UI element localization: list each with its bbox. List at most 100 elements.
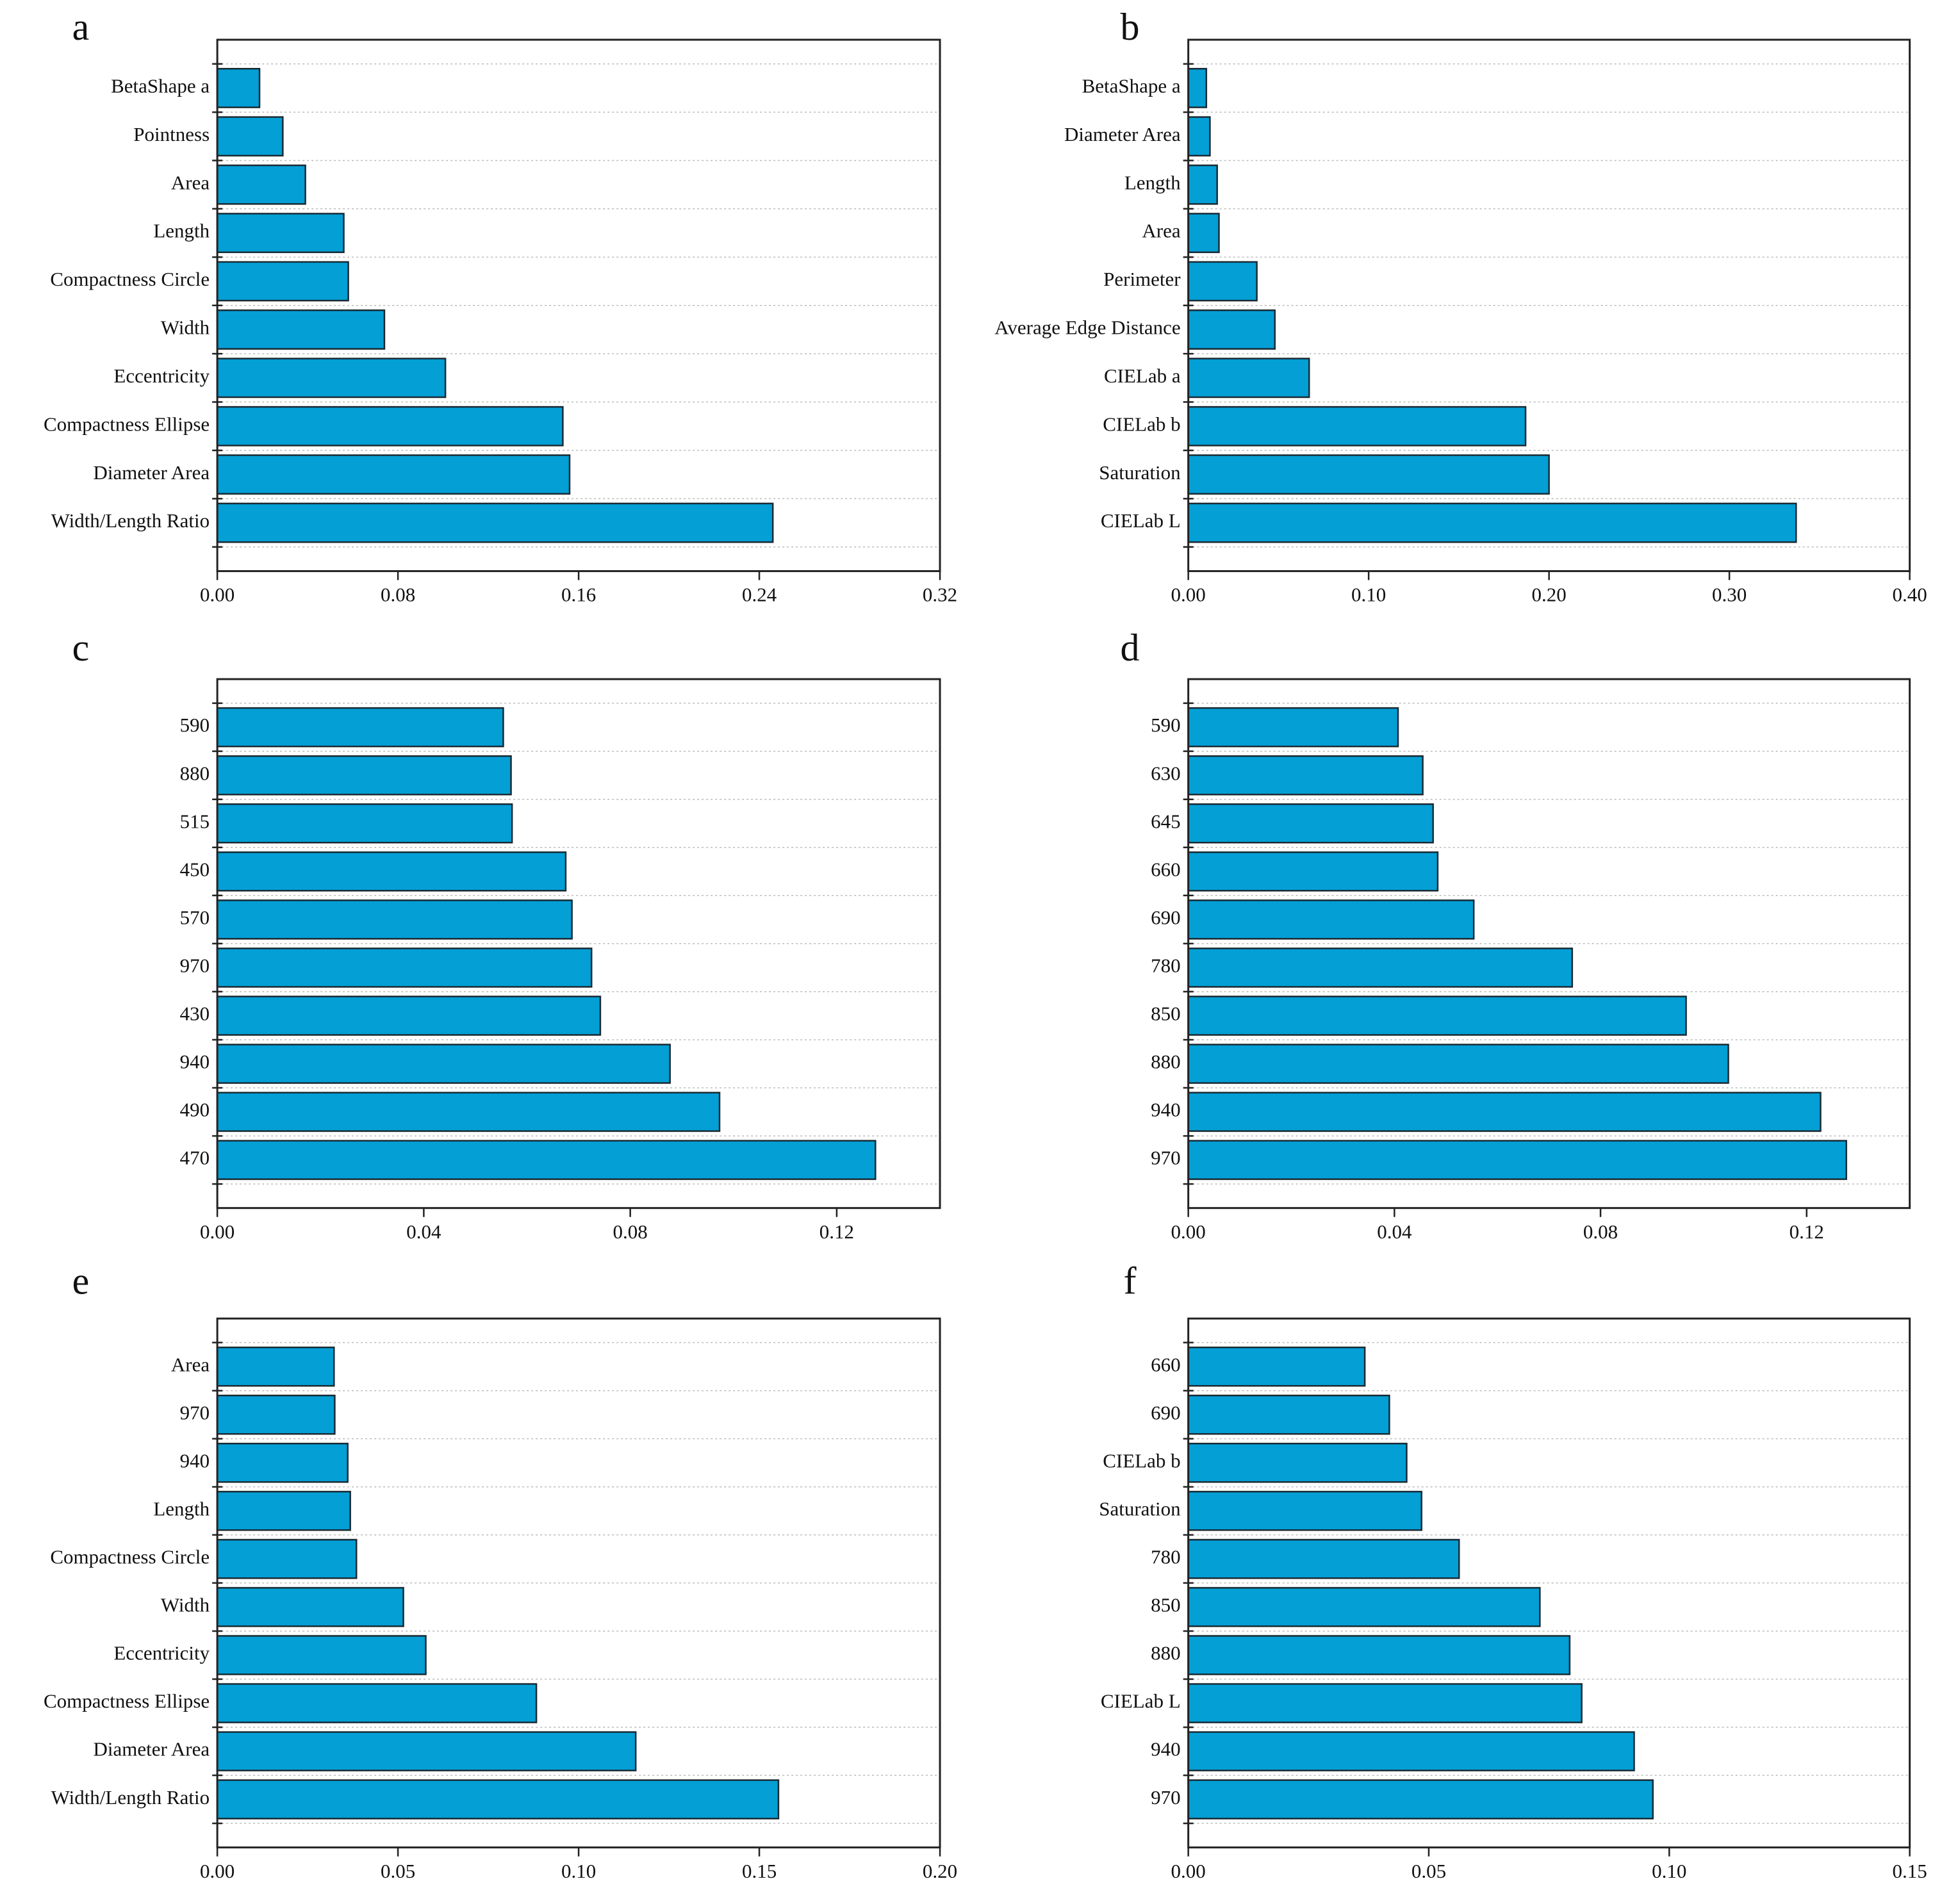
y-tick-label: BetaShape a bbox=[111, 75, 210, 97]
y-tick-label: 450 bbox=[180, 858, 210, 880]
bar bbox=[1187, 309, 1276, 350]
bar bbox=[216, 1044, 671, 1084]
bar bbox=[216, 1346, 335, 1387]
y-tick-label: Width/Length Ratio bbox=[51, 509, 210, 532]
x-tick-label: 0.08 bbox=[1583, 1220, 1618, 1243]
bar bbox=[216, 1092, 721, 1132]
x-tick-label: 0.00 bbox=[1171, 1220, 1206, 1243]
x-tick-label: 0.08 bbox=[613, 1220, 648, 1243]
y-tick-label: Average Edge Distance bbox=[994, 316, 1180, 339]
x-tick-label: 0.12 bbox=[819, 1220, 854, 1243]
bar bbox=[1187, 1092, 1822, 1132]
plot-frame bbox=[1187, 1317, 1911, 1849]
x-tick-label: 0.24 bbox=[742, 584, 777, 606]
bar bbox=[216, 261, 349, 302]
bar bbox=[1187, 116, 1211, 157]
y-tick-label: Area bbox=[171, 1353, 210, 1375]
panel-letter: d bbox=[1121, 627, 1140, 669]
y-tick-label: CIELab b bbox=[1103, 1449, 1180, 1472]
y-tick-label: Perimeter bbox=[1103, 268, 1181, 290]
y-tick-label: 880 bbox=[180, 762, 210, 784]
y-tick-label: Diameter Area bbox=[94, 461, 210, 484]
bar bbox=[1187, 357, 1310, 398]
bar bbox=[1187, 1683, 1583, 1723]
bar bbox=[1187, 213, 1220, 254]
bar bbox=[1187, 1587, 1541, 1627]
y-tick-label: 940 bbox=[180, 1051, 210, 1073]
bar bbox=[216, 68, 261, 108]
bar bbox=[216, 707, 504, 748]
bar bbox=[1187, 707, 1399, 748]
bar bbox=[216, 996, 602, 1036]
y-tick-label: 970 bbox=[180, 955, 210, 977]
panel-letter: b bbox=[1121, 6, 1140, 48]
x-tick-label: 0.10 bbox=[1351, 584, 1386, 606]
y-tick-label: 940 bbox=[1151, 1738, 1181, 1760]
x-tick-label: 0.00 bbox=[200, 1220, 235, 1243]
bar bbox=[1187, 164, 1218, 205]
bar bbox=[216, 1140, 876, 1180]
x-tick-label: 0.00 bbox=[200, 1860, 235, 1882]
y-tick-label: Compactness Ellipse bbox=[44, 413, 210, 435]
y-tick-label: Length bbox=[153, 1497, 210, 1520]
x-tick-label: 0.04 bbox=[406, 1220, 441, 1243]
y-tick-label: CIELab L bbox=[1101, 1690, 1181, 1712]
y-tick-label: 690 bbox=[1151, 906, 1181, 928]
plot-frame bbox=[1187, 678, 1911, 1210]
x-tick-label: 0.00 bbox=[1171, 584, 1206, 606]
y-tick-label: Width bbox=[161, 1594, 210, 1616]
plot-frame bbox=[216, 38, 941, 572]
bar bbox=[216, 116, 284, 157]
bar bbox=[1187, 261, 1258, 302]
bar bbox=[1187, 1346, 1366, 1387]
bar bbox=[1187, 1140, 1847, 1180]
y-tick-label: BetaShape a bbox=[1082, 75, 1181, 97]
y-tick-label: Compactness Circle bbox=[50, 1546, 210, 1568]
bar bbox=[1187, 803, 1434, 844]
y-tick-label: 780 bbox=[1151, 955, 1181, 977]
plot-frame bbox=[1187, 38, 1911, 572]
y-tick-label: 940 bbox=[1151, 1099, 1181, 1121]
y-tick-label: 430 bbox=[180, 1003, 210, 1025]
bar bbox=[216, 899, 573, 940]
bar bbox=[216, 803, 513, 844]
x-tick-label: 0.04 bbox=[1377, 1220, 1412, 1243]
x-tick-label: 0.20 bbox=[923, 1860, 957, 1882]
panel-letter: e bbox=[72, 1260, 90, 1302]
bar bbox=[1187, 406, 1527, 447]
x-tick-label: 0.15 bbox=[1892, 1860, 1927, 1882]
bar bbox=[1187, 996, 1687, 1036]
y-tick-label: 660 bbox=[1151, 858, 1181, 880]
bar bbox=[1187, 1635, 1571, 1675]
bar bbox=[216, 164, 306, 205]
panel-letter: c bbox=[72, 627, 90, 669]
bar bbox=[216, 309, 386, 350]
y-tick-label: 880 bbox=[1151, 1051, 1181, 1073]
x-tick-label: 0.10 bbox=[561, 1860, 596, 1882]
y-tick-label: 570 bbox=[180, 906, 210, 928]
y-tick-label: 590 bbox=[180, 714, 210, 736]
plot-frame bbox=[216, 678, 941, 1210]
y-tick-label: Area bbox=[171, 171, 210, 193]
bar bbox=[216, 357, 447, 398]
y-tick-label: Eccentricity bbox=[113, 1642, 210, 1664]
y-tick-label: 970 bbox=[180, 1401, 210, 1424]
panel-letter: a bbox=[72, 6, 90, 48]
bar bbox=[1187, 502, 1797, 543]
y-tick-label: Eccentricity bbox=[113, 365, 210, 387]
bar bbox=[1187, 68, 1208, 108]
bar bbox=[216, 1635, 427, 1675]
y-tick-label: 515 bbox=[180, 810, 210, 832]
bar bbox=[216, 755, 512, 796]
y-tick-label: Length bbox=[1124, 171, 1181, 193]
y-tick-label: 780 bbox=[1151, 1546, 1181, 1568]
panel-letter: f bbox=[1124, 1260, 1137, 1302]
y-tick-label: Width bbox=[161, 316, 210, 339]
bar bbox=[1187, 454, 1550, 495]
y-tick-label: 880 bbox=[1151, 1642, 1181, 1664]
bar bbox=[216, 502, 774, 543]
bar bbox=[1187, 1779, 1654, 1819]
x-tick-label: 0.08 bbox=[381, 584, 415, 606]
